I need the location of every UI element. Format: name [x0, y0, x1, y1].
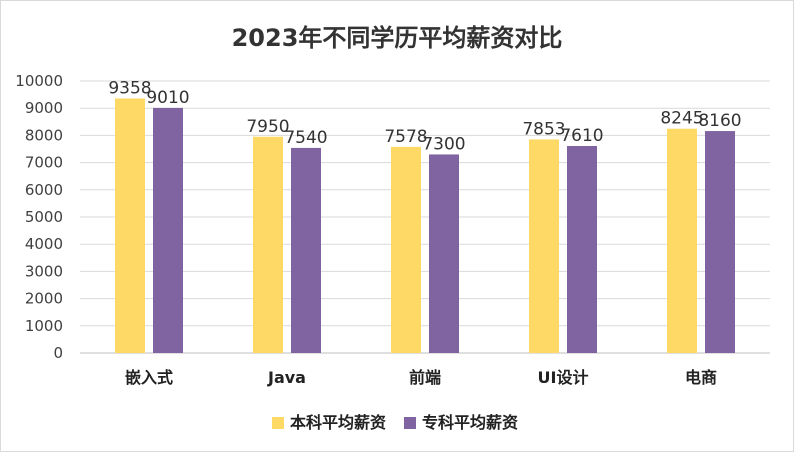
y-tick-label: 2000	[25, 290, 63, 308]
y-tick-label: 0	[53, 344, 63, 362]
y-tick-label: 9000	[25, 99, 63, 117]
x-tick-label: 嵌入式	[125, 368, 173, 387]
bar	[567, 146, 597, 353]
x-tick-label: Java	[267, 368, 306, 387]
legend-swatch	[272, 417, 284, 429]
bars	[115, 98, 735, 353]
data-label: 9358	[108, 78, 151, 98]
bar	[391, 146, 421, 353]
data-label: 7540	[284, 128, 327, 148]
data-label: 7950	[246, 117, 289, 137]
x-tick-label: UI设计	[538, 368, 589, 387]
y-tick-label: 6000	[25, 181, 63, 199]
x-axis-ticks: 嵌入式 Java 前端 UI设计 电商	[125, 368, 717, 387]
x-tick-label: 前端	[409, 368, 441, 387]
y-tick-label: 3000	[25, 262, 63, 280]
data-label: 8245	[660, 109, 703, 129]
bar	[115, 98, 145, 353]
y-tick-label: 5000	[25, 208, 63, 226]
legend-label: 本科平均薪资	[290, 413, 386, 432]
data-label: 7853	[522, 119, 565, 139]
bar	[291, 147, 321, 353]
legend-swatch	[404, 417, 416, 429]
y-tick-label: 1000	[25, 317, 63, 335]
bar	[253, 136, 283, 353]
y-tick-label: 10000	[15, 72, 63, 90]
bar	[429, 154, 459, 353]
data-label: 9010	[146, 88, 189, 108]
data-label: 7578	[384, 127, 427, 147]
data-label: 7610	[560, 126, 603, 146]
bar	[153, 107, 183, 353]
bar	[667, 128, 697, 353]
x-tick-label: 电商	[685, 368, 717, 387]
bar	[705, 131, 735, 353]
bar	[529, 139, 559, 353]
y-axis-ticks: 0 1000 2000 3000 4000 5000 6000 7000 8000 9000 100…	[15, 72, 63, 362]
legend: 本科平均薪资 专科平均薪资	[272, 413, 518, 432]
y-tick-label: 8000	[25, 126, 63, 144]
y-tick-label: 7000	[25, 154, 63, 172]
data-label: 7300	[422, 134, 465, 154]
chart-title: 2023年不同学历平均薪资对比	[232, 24, 563, 52]
data-label: 8160	[698, 111, 741, 131]
y-tick-label: 4000	[25, 235, 63, 253]
legend-label: 专科平均薪资	[422, 413, 518, 432]
gridlines	[80, 80, 770, 354]
